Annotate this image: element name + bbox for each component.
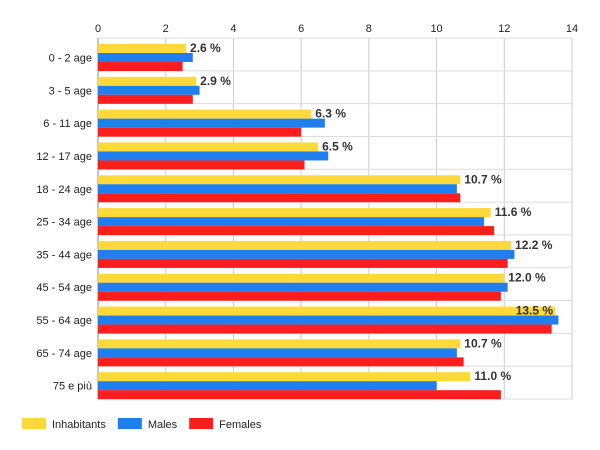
category-label: 6 - 11 age <box>43 118 92 130</box>
bar-females <box>98 160 305 170</box>
x-tick-label: 12 <box>498 23 510 35</box>
data-label: 2.6 % <box>190 41 221 55</box>
x-tick-label: 2 <box>163 23 169 35</box>
category-label: 12 - 17 age <box>36 151 92 163</box>
category-labels: 0 - 2 age 3 - 5 age 6 - 11 age 12 - 17 age 1… <box>36 53 92 393</box>
bar-males <box>98 315 559 325</box>
category-label: 18 - 24 age <box>36 184 92 196</box>
bar-females <box>98 94 193 104</box>
legend-swatch-females <box>189 418 214 429</box>
x-tick-label: 0 <box>95 23 101 35</box>
data-label: 6.5 % <box>322 139 353 153</box>
legend-label-females: Females <box>219 419 262 431</box>
data-label: 12.0 % <box>508 271 546 285</box>
bar-males <box>98 53 193 62</box>
bar-inhabitants <box>98 372 471 382</box>
bar-males <box>98 217 484 227</box>
bar-inhabitants <box>98 306 556 316</box>
bar-males <box>98 118 325 128</box>
bars <box>98 44 559 400</box>
bar-males <box>98 348 457 358</box>
bar-females <box>98 127 302 137</box>
bar-females <box>98 324 552 334</box>
category-label: 55 - 64 age <box>36 315 92 327</box>
bar-inhabitants <box>98 273 505 283</box>
bar-males <box>98 282 508 292</box>
bar-inhabitants <box>98 208 491 218</box>
data-label: 12.2 % <box>515 238 553 252</box>
x-tick-label: 10 <box>430 23 442 35</box>
bar-inhabitants <box>98 240 512 250</box>
data-labels: 2.6 % 2.9 % 6.3 % 6.5 % 10.7 % 11.6 % 12.2 % 12… <box>190 41 553 383</box>
category-label: 65 - 74 age <box>36 348 92 360</box>
category-label: 0 - 2 age <box>49 53 92 65</box>
x-tick-label: 4 <box>230 23 236 35</box>
data-label: 11.6 % <box>495 205 532 219</box>
legend: Inhabitants Males Females <box>22 418 262 431</box>
bar-males <box>98 249 515 259</box>
category-label: 3 - 5 age <box>49 85 92 97</box>
bar-inhabitants <box>98 44 187 53</box>
bar-males <box>98 151 329 161</box>
category-label: 35 - 44 age <box>36 249 92 261</box>
legend-swatch-males <box>117 418 142 429</box>
bar-females <box>98 193 461 203</box>
category-label: 45 - 54 age <box>36 282 92 294</box>
legend-label-males: Males <box>148 419 178 431</box>
data-label: 10.7 % <box>464 336 502 350</box>
x-tick-label: 6 <box>298 23 304 35</box>
bar-females <box>98 357 464 367</box>
data-label: 10.7 % <box>464 172 502 186</box>
bar-inhabitants <box>98 339 461 349</box>
bar-females <box>98 291 501 301</box>
x-axis-ticks: 0 2 4 6 8 10 12 14 <box>95 23 578 35</box>
bar-inhabitants <box>98 76 197 86</box>
data-label: 13.5 % <box>516 304 554 318</box>
data-label: 11.0 % <box>474 369 511 383</box>
bar-males <box>98 184 457 194</box>
x-tick-label: 8 <box>366 23 372 35</box>
category-label: 25 - 34 age <box>36 217 92 229</box>
category-label: 75 e più <box>53 381 92 393</box>
bar-males <box>98 381 437 391</box>
bar-inhabitants <box>98 109 312 119</box>
legend-label-inhabitants: Inhabitants <box>52 419 106 431</box>
bar-females <box>98 258 508 268</box>
legend-swatch-inhabitants <box>22 418 46 429</box>
x-tick-label: 14 <box>566 23 578 35</box>
data-label: 2.9 % <box>200 74 231 88</box>
bar-females <box>98 62 183 71</box>
bar-males <box>98 85 200 95</box>
bar-females <box>98 226 495 236</box>
data-label: 6.3 % <box>315 107 346 121</box>
bar-inhabitants <box>98 142 319 152</box>
bar-females <box>98 390 501 400</box>
bar-inhabitants <box>98 175 461 185</box>
